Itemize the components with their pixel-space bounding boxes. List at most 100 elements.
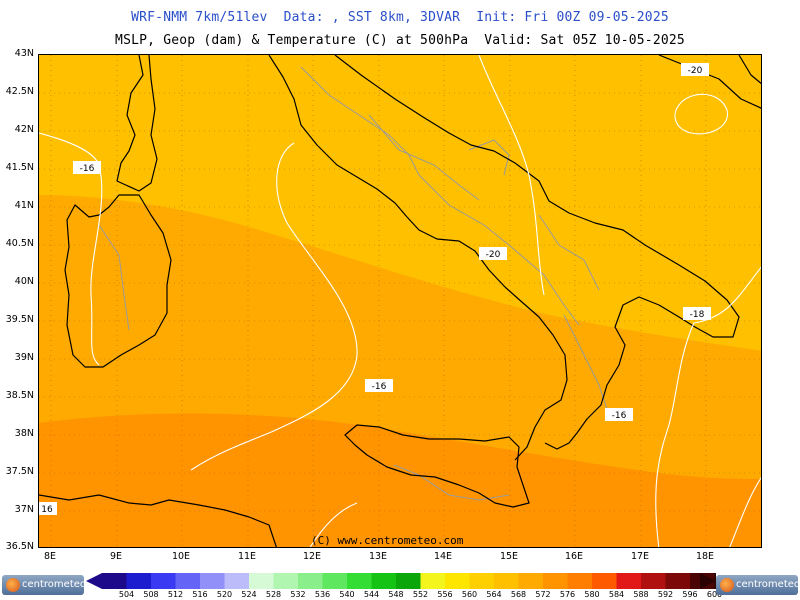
scale-swatch [420, 573, 446, 589]
scale-value-label: 576 [559, 590, 576, 599]
scale-swatch [641, 573, 666, 589]
isotherm-east [655, 266, 761, 547]
band-572 [39, 413, 761, 547]
scale-value-label: 552 [412, 590, 429, 599]
lon-label: 10E [171, 551, 191, 562]
scale-value-label: 508 [143, 590, 159, 599]
scale-value-label: 560 [461, 590, 478, 599]
lat-label: 36.5N [5, 541, 34, 552]
lon-label: 13E [368, 551, 388, 562]
centrometeo-logo-left[interactable]: centrometeo [2, 575, 87, 595]
isotherm-ne-loop [674, 93, 728, 135]
isotherm-label: -20 [486, 250, 501, 260]
scale-swatch [322, 573, 348, 589]
copyright-credit: (C) www.centrometeo.com [311, 534, 464, 547]
scale-value-label: 564 [486, 590, 502, 599]
scale-value-label: 584 [608, 590, 625, 599]
lat-label: 38.5N [5, 390, 34, 401]
globe-icon [720, 578, 734, 592]
isotherm-label: -18 [690, 310, 705, 320]
scale-value-label: 544 [363, 590, 380, 599]
scale-swatch [469, 573, 495, 589]
map-canvas: -16 -20 -20 -18 -16 -16 16 [39, 55, 761, 547]
globe-icon [6, 578, 20, 592]
scale-value-label: 524 [241, 590, 257, 599]
scale-value-label: 520 [216, 590, 233, 599]
isotherm-label: -16 [80, 164, 95, 174]
scale-value-label: 536 [314, 590, 331, 599]
isotherm-north [478, 55, 545, 296]
scale-value-label: 568 [510, 590, 527, 599]
lon-label: 15E [499, 551, 519, 562]
scale-swatch [175, 573, 201, 589]
lon-label: 9E [109, 551, 123, 562]
lat-label: 42.5N [5, 86, 34, 97]
scale-swatch [518, 573, 544, 589]
isotherm-label: -16 [612, 411, 627, 421]
scale-swatch [543, 573, 568, 589]
color-scale-bar [86, 573, 716, 589]
scale-value-label: 532 [290, 590, 306, 599]
isotherm-labels: -16 -20 -20 -18 -16 -16 16 [39, 63, 711, 515]
scale-swatch [567, 573, 593, 589]
scale-value-label: 516 [192, 590, 208, 599]
scale-value-label: 600 [706, 590, 723, 599]
lon-label: 11E [237, 551, 257, 562]
lat-label: 37.5N [5, 466, 34, 477]
lat-label: 41N [14, 200, 34, 211]
lat-label: 39.5N [5, 314, 34, 325]
lon-label: 16E [564, 551, 584, 562]
scale-swatch [298, 573, 323, 589]
scale-value-label: 504 [118, 590, 135, 599]
scale-swatch [494, 573, 519, 589]
scale-value-label: 588 [633, 590, 649, 599]
scale-value-label: 556 [437, 590, 453, 599]
band-564-ne [599, 55, 761, 81]
lat-label: 42N [14, 124, 34, 135]
scale-swatch [126, 573, 152, 589]
weather-map[interactable]: -16 -20 -20 -18 -16 -16 16 [38, 54, 762, 548]
scale-swatch [200, 573, 225, 589]
lat-label: 38N [14, 428, 34, 439]
isotherm-se [729, 477, 761, 547]
scale-arrow-right [700, 573, 716, 589]
coastlines [39, 55, 761, 547]
lon-label: 8E [43, 551, 57, 562]
isotherm-south [309, 502, 358, 547]
lon-label: 18E [695, 551, 715, 562]
scale-value-label: 512 [167, 590, 184, 599]
lat-label: 41.5N [5, 162, 34, 173]
scale-value-label: 548 [388, 590, 404, 599]
logo-text: centrometeo [22, 579, 87, 590]
scale-swatch [592, 573, 617, 589]
scale-swatch [665, 573, 691, 589]
regional-boundaries [98, 66, 610, 501]
lat-label: 39N [14, 352, 34, 363]
scale-swatch [616, 573, 642, 589]
scale-swatch [445, 573, 470, 589]
lat-label: 37N [14, 504, 34, 515]
scale-swatch [224, 573, 250, 589]
centrometeo-logo-right[interactable]: centrometeo [716, 575, 800, 595]
lon-label: 14E [433, 551, 453, 562]
isotherm-label: -20 [688, 66, 703, 76]
isotherm-central [190, 142, 358, 471]
scale-value-label: 528 [265, 590, 282, 599]
scale-arrow-left [86, 573, 102, 589]
isotherm-label: -16 [372, 382, 387, 392]
scale-value-label: 596 [682, 590, 698, 599]
scale-swatch [151, 573, 176, 589]
lat-label: 40N [14, 276, 34, 287]
scale-value-label: 540 [339, 590, 355, 599]
graticule [39, 55, 761, 547]
scale-value-label: 572 [535, 590, 551, 599]
lon-label: 17E [630, 551, 650, 562]
isotherms [39, 55, 761, 547]
scale-swatch [371, 573, 397, 589]
scale-swatch [347, 573, 372, 589]
scale-swatch [249, 573, 274, 589]
isotherm-label: 16 [41, 505, 53, 515]
title-line-1: WRF-NMM 7km/51lev Data: , SST 8km, 3DVAR… [131, 10, 669, 25]
lat-label: 43N [14, 48, 34, 59]
scale-swatch [273, 573, 299, 589]
